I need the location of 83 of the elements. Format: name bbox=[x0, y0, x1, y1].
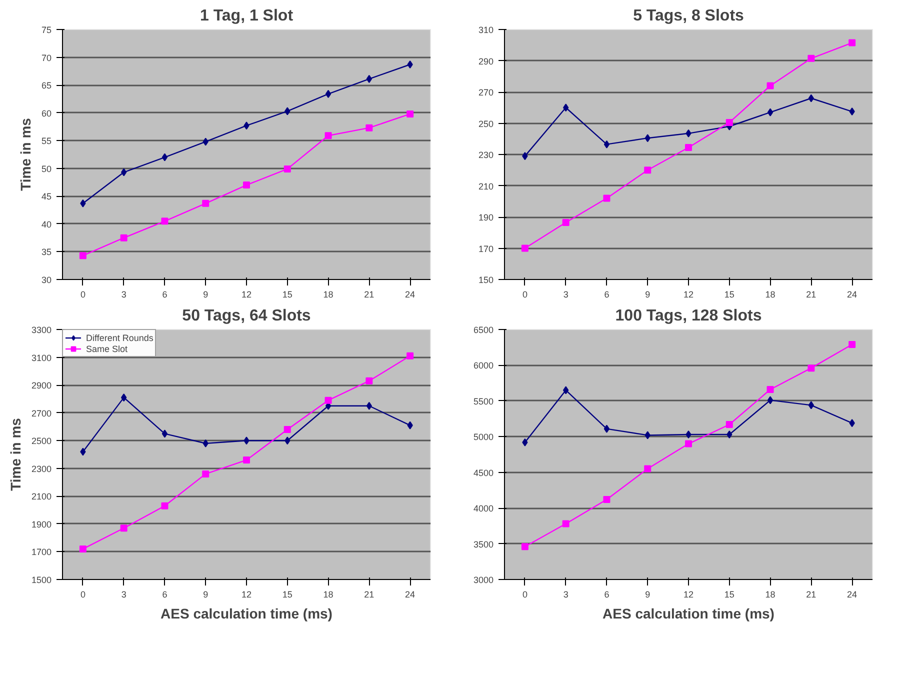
y-tick-label: 5000 bbox=[473, 432, 494, 442]
y-tick-label: 290 bbox=[478, 56, 494, 66]
x-tick-label: 21 bbox=[806, 290, 816, 300]
y-tick-label: 3300 bbox=[31, 325, 52, 335]
chart-title: 1 Tag, 1 Slot bbox=[200, 8, 294, 24]
y-tick-label: 6500 bbox=[473, 325, 494, 335]
y-tick-label: 150 bbox=[478, 275, 494, 285]
x-tick-label: 9 bbox=[645, 590, 650, 600]
x-tick-label: 24 bbox=[847, 590, 858, 600]
x-tick-label: 6 bbox=[604, 590, 610, 600]
x-tick-label: 15 bbox=[282, 290, 292, 300]
x-tick-label: 3 bbox=[121, 290, 126, 300]
y-tick-label: 270 bbox=[478, 88, 494, 98]
chart-title: 50 Tags, 64 Slots bbox=[182, 308, 311, 324]
x-tick-label: 12 bbox=[241, 290, 252, 300]
y-tick-label: 45 bbox=[41, 192, 52, 202]
x-tick-label: 12 bbox=[683, 590, 694, 600]
y-tick-label: 4500 bbox=[473, 468, 494, 478]
x-tick-label: 3 bbox=[563, 290, 568, 300]
x-tick-label: 18 bbox=[765, 290, 776, 300]
y-tick-label: 5500 bbox=[473, 396, 494, 406]
y-tick-label: 30 bbox=[41, 275, 52, 285]
legend-label: Different Rounds bbox=[86, 332, 154, 343]
x-tick-label: 18 bbox=[765, 590, 776, 600]
x-tick-label: 0 bbox=[522, 590, 528, 600]
x-axis-title: AES calculation time (ms) bbox=[160, 606, 332, 622]
x-axis-title: AES calculation time (ms) bbox=[602, 606, 774, 622]
y-tick-label: 6000 bbox=[473, 360, 494, 371]
x-tick-label: 15 bbox=[282, 590, 292, 600]
y-tick-label: 50 bbox=[41, 164, 52, 174]
y-tick-label: 310 bbox=[478, 25, 494, 35]
x-tick-label: 6 bbox=[162, 290, 168, 300]
x-tick-label: 0 bbox=[80, 590, 86, 600]
y-tick-label: 65 bbox=[41, 80, 52, 91]
x-tick-label: 24 bbox=[405, 590, 416, 600]
y-tick-label: 35 bbox=[41, 247, 52, 258]
x-tick-label: 0 bbox=[80, 290, 86, 300]
y-tick-label: 1700 bbox=[31, 547, 52, 558]
x-tick-label: 15 bbox=[724, 290, 734, 300]
y-tick-label: 2100 bbox=[31, 492, 52, 502]
y-tick-label: 55 bbox=[41, 136, 52, 146]
y-tick-label: 4000 bbox=[473, 504, 494, 514]
x-tick-label: 18 bbox=[323, 590, 334, 600]
x-tick-label: 24 bbox=[847, 290, 858, 300]
y-tick-label: 70 bbox=[41, 52, 52, 63]
x-tick-label: 12 bbox=[683, 290, 694, 300]
y-tick-label: 190 bbox=[478, 212, 494, 222]
x-tick-label: 18 bbox=[323, 290, 334, 300]
x-tick-label: 6 bbox=[604, 290, 610, 300]
y-tick-label: 170 bbox=[478, 244, 494, 254]
y-tick-label: 1500 bbox=[31, 575, 52, 585]
x-tick-label: 12 bbox=[241, 590, 252, 600]
x-tick-label: 21 bbox=[806, 590, 816, 600]
y-axis-title: Time in ms bbox=[7, 418, 24, 491]
x-tick-label: 21 bbox=[364, 590, 374, 600]
y-tick-label: 230 bbox=[478, 150, 494, 160]
x-tick-label: 9 bbox=[645, 290, 650, 300]
y-tick-label: 2900 bbox=[31, 380, 52, 391]
x-tick-label: 9 bbox=[203, 290, 208, 300]
x-tick-label: 0 bbox=[522, 290, 528, 300]
y-tick-label: 75 bbox=[41, 25, 52, 35]
y-tick-label: 3000 bbox=[473, 575, 494, 585]
y-tick-label: 1900 bbox=[31, 519, 52, 530]
x-tick-label: 9 bbox=[203, 590, 208, 600]
x-tick-label: 6 bbox=[162, 590, 168, 600]
y-tick-label: 210 bbox=[478, 181, 494, 192]
y-axis-title: Time in ms bbox=[17, 118, 34, 191]
y-tick-label: 2700 bbox=[31, 408, 52, 418]
x-tick-label: 15 bbox=[724, 590, 734, 600]
chart-title: 100 Tags, 128 Slots bbox=[615, 308, 762, 324]
x-tick-label: 24 bbox=[405, 290, 416, 300]
y-tick-label: 60 bbox=[41, 108, 52, 118]
chart-title: 5 Tags, 8 Slots bbox=[633, 8, 744, 24]
x-tick-label: 21 bbox=[364, 290, 374, 300]
y-tick-label: 2500 bbox=[31, 436, 52, 446]
x-tick-label: 3 bbox=[563, 590, 568, 600]
y-tick-label: 3100 bbox=[31, 352, 52, 363]
legend-label: Same Slot bbox=[86, 343, 128, 354]
y-tick-label: 3500 bbox=[473, 539, 494, 550]
x-tick-label: 3 bbox=[121, 590, 126, 600]
y-tick-label: 2300 bbox=[31, 464, 52, 474]
y-tick-label: 40 bbox=[41, 219, 52, 230]
y-tick-label: 250 bbox=[478, 118, 494, 129]
